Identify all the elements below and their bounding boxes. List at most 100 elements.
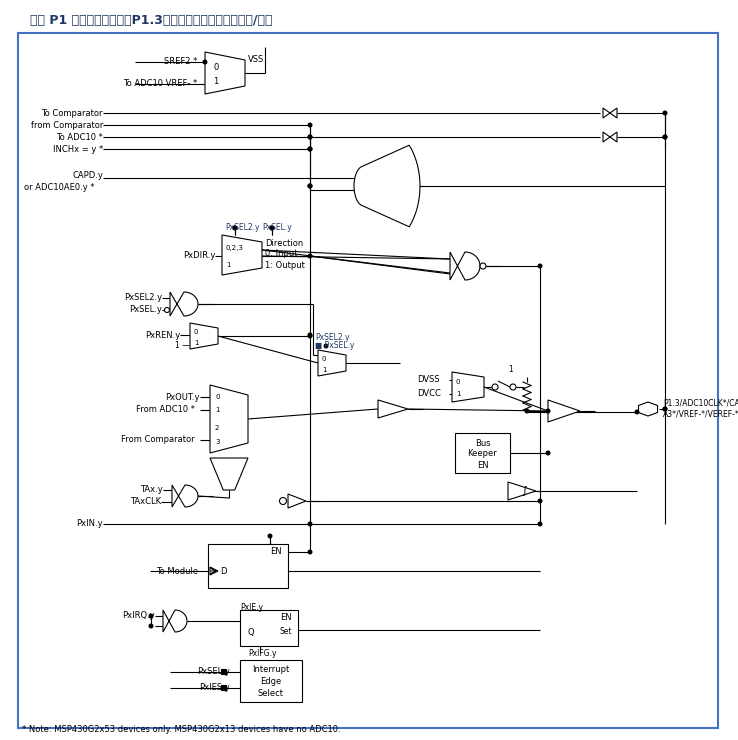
Text: 1: 1 [226, 262, 230, 268]
Text: Keeper: Keeper [468, 449, 497, 459]
Text: 1: 1 [322, 367, 326, 373]
Polygon shape [210, 385, 248, 453]
Polygon shape [288, 494, 306, 508]
Text: 0: Input: 0: Input [265, 249, 297, 258]
Text: 1: 1 [508, 366, 513, 374]
Text: 0,2,3: 0,2,3 [226, 245, 244, 251]
Text: To Module: To Module [156, 567, 198, 576]
Text: Q: Q [248, 628, 255, 636]
Text: 1 —: 1 — [175, 340, 190, 349]
Polygon shape [163, 610, 187, 632]
Text: PxSEL.y: PxSEL.y [129, 306, 162, 314]
Text: 1: 1 [215, 407, 219, 413]
Text: 0: 0 [322, 356, 326, 362]
Polygon shape [354, 145, 420, 226]
Circle shape [492, 384, 498, 390]
Circle shape [480, 263, 486, 269]
Circle shape [223, 686, 227, 690]
Circle shape [280, 497, 286, 505]
Circle shape [149, 614, 153, 618]
Polygon shape [170, 292, 198, 316]
Text: PxOUT.y: PxOUT.y [165, 392, 200, 402]
Polygon shape [603, 108, 610, 118]
Circle shape [203, 60, 207, 64]
Polygon shape [450, 252, 480, 280]
Text: 1: 1 [194, 340, 199, 346]
Circle shape [308, 184, 311, 188]
Polygon shape [172, 485, 198, 507]
Circle shape [223, 670, 227, 674]
Polygon shape [610, 132, 617, 142]
Text: from Comparator: from Comparator [30, 121, 103, 130]
Bar [455, 433, 510, 473]
Circle shape [308, 551, 311, 554]
Text: 2: 2 [215, 425, 219, 431]
Text: ∫: ∫ [521, 486, 527, 496]
Text: DVCC: DVCC [417, 389, 441, 399]
Text: ■ PxSEL.y: ■ PxSEL.y [315, 341, 354, 351]
Polygon shape [548, 400, 580, 422]
Text: D: D [220, 567, 227, 576]
Circle shape [270, 226, 274, 230]
Circle shape [635, 410, 639, 414]
Text: 0: 0 [213, 62, 218, 72]
Circle shape [270, 226, 274, 230]
Circle shape [268, 534, 272, 538]
Circle shape [663, 135, 667, 139]
Circle shape [546, 409, 550, 413]
Circle shape [308, 123, 311, 127]
Circle shape [546, 451, 550, 455]
Text: EN: EN [270, 548, 282, 556]
Polygon shape [638, 402, 658, 416]
Text: To ADC10 VREF- *: To ADC10 VREF- * [123, 79, 197, 89]
Text: To Comparator: To Comparator [41, 109, 103, 118]
Text: CAPD.y: CAPD.y [72, 170, 103, 180]
Circle shape [308, 184, 311, 188]
Text: 端口 P1 引脚电路原理图：P1.3，采用施密特触发器的输入/输出: 端口 P1 引脚电路原理图：P1.3，采用施密特触发器的输入/输出 [30, 13, 272, 27]
Polygon shape [318, 350, 346, 376]
Text: EN: EN [477, 460, 489, 469]
Circle shape [308, 522, 311, 526]
Text: VSS: VSS [248, 56, 264, 64]
Text: PxSEL.y: PxSEL.y [197, 667, 230, 676]
Bar [240, 660, 302, 702]
Text: A3*/VREF-*/VEREF-*/CA3: A3*/VREF-*/VEREF-*/CA3 [663, 409, 738, 419]
Polygon shape [190, 323, 218, 349]
Text: or ADC10AE0.y *: or ADC10AE0.y * [24, 184, 95, 192]
Circle shape [308, 135, 311, 139]
Text: PxSEL.y: PxSEL.y [262, 223, 292, 232]
Text: PxDIR.y: PxDIR.y [182, 252, 215, 260]
Circle shape [510, 384, 516, 390]
Text: PxIFG.y: PxIFG.y [248, 650, 277, 659]
Text: 3: 3 [215, 439, 219, 445]
Text: To ADC10 *: To ADC10 * [56, 132, 103, 141]
Circle shape [663, 111, 667, 115]
Text: SREF2 *: SREF2 * [164, 58, 197, 67]
Bar [221, 669, 226, 674]
Polygon shape [378, 400, 408, 418]
Text: From Comparator: From Comparator [121, 436, 195, 445]
Circle shape [663, 407, 667, 411]
Text: PxREN.y: PxREN.y [145, 331, 180, 340]
Text: EN: EN [280, 613, 292, 622]
Circle shape [308, 334, 311, 337]
Text: PxIN.y: PxIN.y [76, 519, 103, 528]
Circle shape [538, 522, 542, 526]
Text: 1: Output: 1: Output [265, 260, 305, 269]
Circle shape [165, 308, 170, 312]
Bar [240, 610, 298, 646]
Circle shape [308, 147, 311, 151]
Polygon shape [205, 52, 245, 94]
Circle shape [308, 255, 311, 258]
Polygon shape [452, 372, 484, 402]
Text: DVSS: DVSS [417, 375, 440, 385]
Circle shape [663, 135, 667, 139]
Circle shape [308, 147, 311, 151]
Bar [208, 544, 288, 588]
Text: INCHx = y *: INCHx = y * [52, 144, 103, 153]
Circle shape [233, 226, 237, 230]
Text: PxSEL2.y: PxSEL2.y [124, 294, 162, 303]
Circle shape [308, 333, 311, 337]
Text: Interrupt: Interrupt [252, 665, 289, 674]
Text: TAx.y: TAx.y [140, 485, 163, 494]
